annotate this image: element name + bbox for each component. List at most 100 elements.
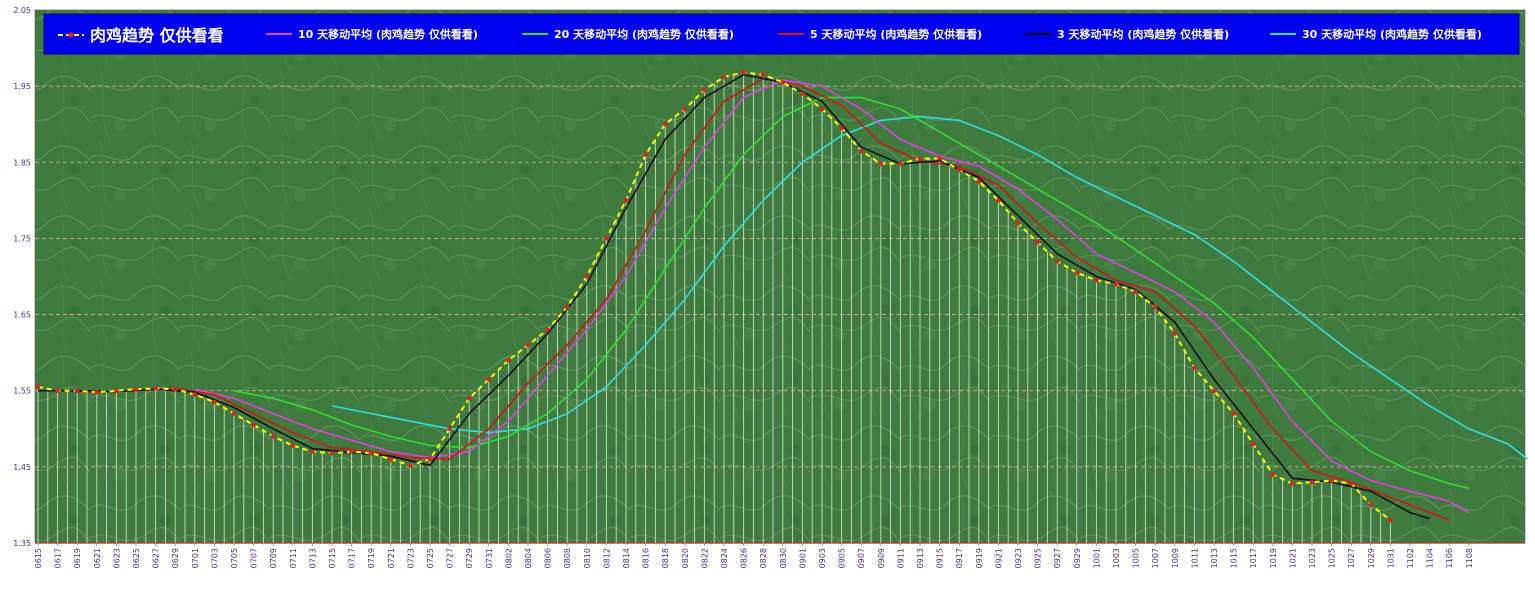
data-point [917, 156, 923, 161]
x-tick-label: 1029 [1367, 548, 1376, 568]
data-point [35, 384, 41, 390]
data-point [1368, 502, 1374, 508]
x-tick-label: 0907 [857, 548, 866, 568]
data-point [368, 450, 374, 456]
x-tick-label: 0707 [250, 548, 259, 568]
data-point [1133, 289, 1138, 295]
data-point [937, 156, 942, 161]
data-point [231, 411, 237, 416]
data-point [212, 399, 217, 405]
legend-label-ma30: 30 天移动平均 (肉鸡趋势 仅供看看) [1302, 27, 1482, 41]
series-line-ma30 [331, 115, 1529, 460]
data-point [1329, 478, 1334, 483]
data-point [1172, 331, 1178, 336]
legend: 肉鸡趋势 仅供看看 10 天移动平均 (肉鸡趋势 仅供看看) 20 天移动平均 (肉… [43, 13, 1520, 55]
series-line-ma10 [194, 79, 1470, 514]
x-tick-label: 1007 [1151, 548, 1160, 568]
x-tick-label: 1011 [1190, 548, 1199, 568]
data-point [1231, 411, 1236, 416]
data-point [310, 449, 315, 454]
x-tick-label: 0721 [387, 548, 396, 568]
y-tick-label: 1.35 [13, 539, 31, 548]
data-point [1250, 441, 1256, 447]
x-tick-label: 0727 [446, 548, 455, 568]
x-tick-label: 1031 [1386, 548, 1395, 568]
data-point [1035, 239, 1040, 245]
data-point [1211, 388, 1217, 394]
x-tick-label: 0818 [661, 548, 670, 568]
data-point [858, 148, 864, 154]
data-point [1388, 517, 1393, 523]
data-point [525, 342, 531, 348]
data-point [94, 389, 100, 395]
y-tick-label: 1.95 [13, 82, 31, 91]
data-point [604, 236, 609, 241]
data-point [760, 72, 766, 78]
data-point [55, 388, 60, 394]
data-point [192, 392, 198, 397]
data-point [976, 179, 982, 184]
x-tick-label: 0915 [936, 548, 945, 568]
x-tick-label: 0623 [112, 548, 121, 568]
data-point [133, 386, 139, 392]
x-tick-label: 0812 [602, 548, 611, 568]
data-point [956, 167, 962, 173]
data-point [388, 456, 394, 462]
data-point [1015, 220, 1021, 226]
data-point [1270, 472, 1276, 477]
data-point [153, 386, 158, 391]
x-tick-label: 0905 [838, 548, 847, 568]
x-tick-label: 0911 [896, 548, 905, 568]
x-tick-label: 0929 [1073, 548, 1082, 568]
x-tick-label: 0826 [740, 548, 749, 568]
data-point [564, 304, 570, 310]
x-tick-label: 1025 [1328, 548, 1337, 568]
x-tick-label: 0723 [406, 548, 415, 568]
x-tick-label: 0804 [524, 548, 533, 568]
x-tick-label: 1021 [1288, 548, 1297, 568]
x-tick-label: 0619 [73, 548, 82, 568]
x-tick-label: 0719 [367, 548, 376, 568]
data-point [623, 198, 629, 203]
data-point [1348, 481, 1354, 486]
x-tick-label: 0828 [759, 548, 768, 568]
legend-label-ma10: 10 天移动平均 (肉鸡趋势 仅供看看) [298, 27, 478, 41]
x-tick-label: 0919 [975, 548, 984, 568]
x-tick-label: 0925 [1034, 548, 1043, 568]
x-tick-label: 0806 [544, 548, 553, 568]
data-point [74, 388, 80, 394]
x-tick-label: 1001 [1092, 548, 1101, 568]
data-point [172, 386, 178, 392]
x-tick-label: 0629 [171, 548, 180, 568]
data-point [780, 80, 786, 85]
data-point [643, 152, 648, 157]
x-tick-label: 0830 [779, 548, 788, 568]
x-tick-label: 0703 [210, 548, 219, 568]
data-point [329, 450, 335, 456]
data-point [427, 456, 433, 462]
data-point [1094, 278, 1099, 283]
x-tick-label: 0820 [681, 548, 690, 568]
x-tick-label: 0625 [132, 548, 141, 568]
x-tick-label: 0802 [504, 548, 513, 568]
legend-label-ma5: 5 天移动平均 (肉鸡趋势 仅供看看) [810, 27, 982, 41]
series-line-trend [37, 71, 1392, 521]
x-tick-label: 0816 [642, 548, 651, 568]
data-point [721, 74, 727, 80]
data-point [800, 91, 805, 97]
data-point [447, 426, 452, 432]
y-tick-label: 2.05 [13, 6, 31, 15]
x-tick-label: 0709 [269, 548, 278, 568]
data-point [1054, 258, 1060, 264]
x-tick-label: 1102 [1406, 548, 1415, 568]
x-tick-label: 0901 [798, 548, 807, 568]
x-tick-label: 0627 [152, 548, 161, 568]
data-point [682, 106, 688, 112]
x-tick-label: 1104 [1426, 548, 1435, 568]
data-point [1152, 304, 1158, 310]
x-tick-label: 0822 [700, 548, 709, 568]
y-tick-label: 1.65 [13, 311, 31, 320]
x-tick-label: 0711 [289, 548, 298, 568]
data-point [408, 463, 413, 468]
